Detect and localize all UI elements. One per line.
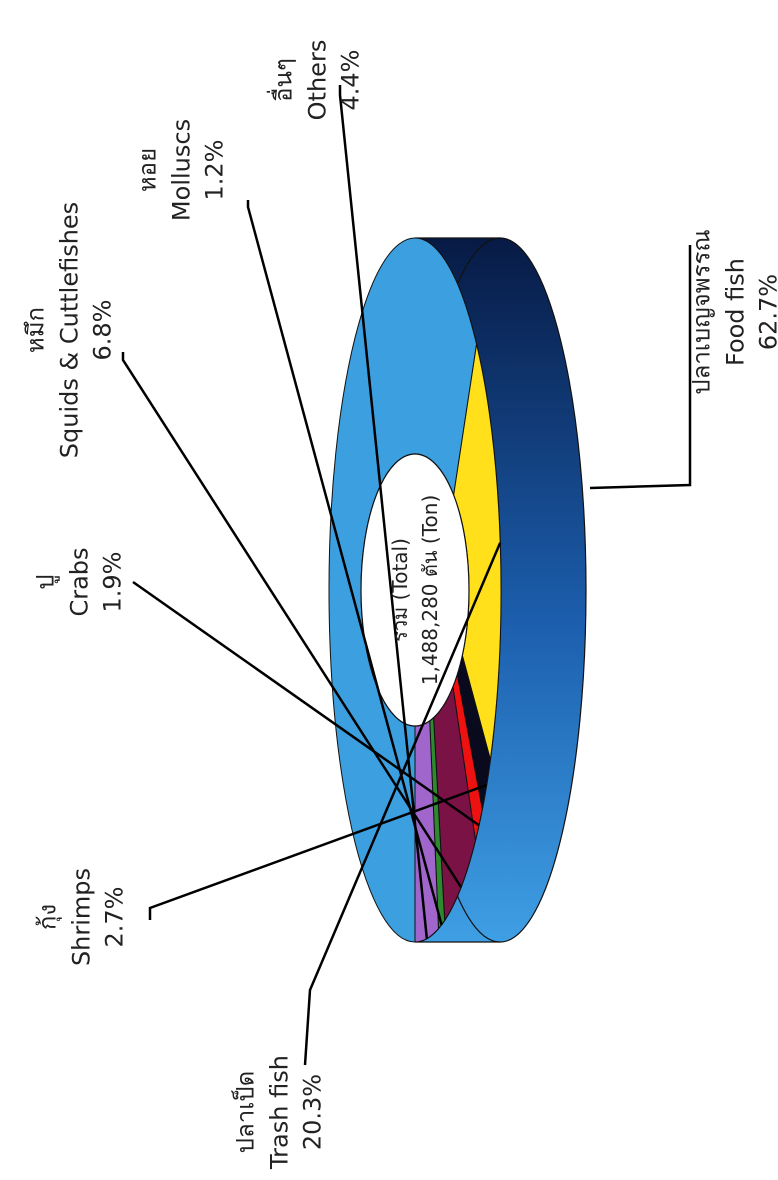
label-value: 6.8% xyxy=(88,299,117,361)
label-value: 20.3% xyxy=(298,1073,327,1151)
center-label: รวม (Total) 1,488,280 ตัน (Ton) xyxy=(385,495,445,686)
slice-label-squids: หมึก Squids & Cuttlefishes 6.8% xyxy=(20,202,121,458)
leader-line-shrimps xyxy=(148,783,488,920)
leader-lines xyxy=(121,85,692,1066)
label-value: 62.7% xyxy=(754,273,778,351)
label-thai: หมึก xyxy=(21,306,50,354)
label-english: Trash fish xyxy=(265,1055,294,1169)
label-english: Molluscs xyxy=(167,118,196,222)
center-label-line-1: รวม (Total) xyxy=(388,538,412,642)
donut-hole xyxy=(360,453,470,727)
slice-label-shrimps: กุ้ง Shrimps 2.7% xyxy=(32,868,133,966)
slice-label-food-fish: ปลาเบญจพรรณ Food fish 62.7% xyxy=(686,229,778,394)
label-value: 1.2% xyxy=(200,139,229,201)
label-english: Shrimps xyxy=(67,867,96,967)
slice-label-crabs: ปู Crabs 1.9% xyxy=(30,547,131,616)
leader-line-molluscs xyxy=(246,200,443,926)
slice-label-molluscs: หอย Molluscs 1.2% xyxy=(132,119,233,221)
label-thai: ปลาเบญจพรรณ xyxy=(687,229,716,395)
slice-label-others: อื่นๆ Others 4.4% xyxy=(268,40,369,121)
label-value: 4.4% xyxy=(336,49,365,111)
leader-line-food-fish xyxy=(589,245,692,490)
label-english: Squids & Cuttlefishes xyxy=(55,201,84,459)
leader-line-squids-cuttlefishes xyxy=(121,352,463,888)
leader-line-trash-fish xyxy=(303,542,502,1066)
label-value: 2.7% xyxy=(100,886,129,948)
label-value: 1.9% xyxy=(98,551,127,613)
label-thai: หอย xyxy=(133,147,162,193)
donut-center-hole xyxy=(360,453,470,727)
slice-label-trash-fish: ปลาเป็ด Trash fish 20.3% xyxy=(230,1055,331,1169)
label-english: Food fish xyxy=(721,257,750,367)
label-thai: ปลาเป็ด xyxy=(231,1070,260,1154)
label-english: Others xyxy=(303,39,332,121)
label-thai: อื่นๆ xyxy=(269,58,298,102)
label-thai: กุ้ง xyxy=(33,903,62,931)
label-english: Crabs xyxy=(65,547,94,617)
leader-line-crabs xyxy=(132,580,480,827)
leader-line-others xyxy=(338,85,429,939)
center-label-line-2: 1,488,280 ตัน (Ton) xyxy=(418,494,442,686)
label-thai: ปู xyxy=(31,574,60,590)
